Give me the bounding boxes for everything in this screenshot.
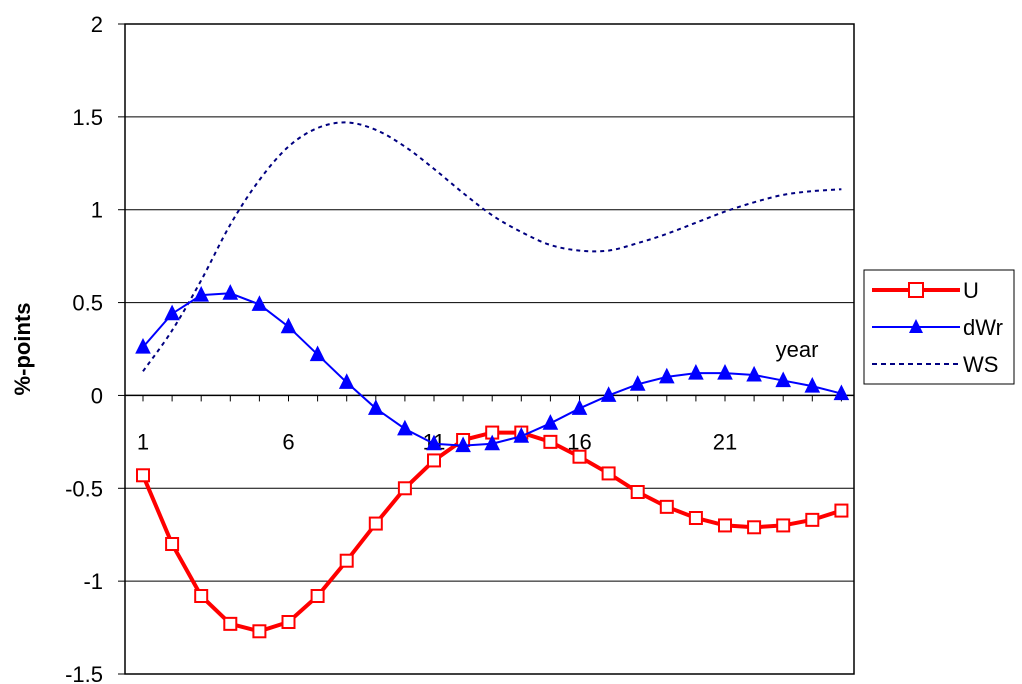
- point-dwr: [338, 373, 355, 389]
- point-u: [776, 518, 791, 533]
- point-u: [165, 537, 180, 551]
- point-dwr: [571, 399, 588, 415]
- point-u: [834, 503, 849, 518]
- point-dwr: [397, 419, 413, 436]
- x-tick-label: 1: [137, 429, 149, 454]
- series-u: [136, 425, 849, 639]
- y-axis-title: %-points: [10, 303, 35, 396]
- point-dwr: [717, 364, 733, 380]
- point-u: [310, 589, 325, 603]
- legend-item-u: U: [872, 278, 979, 303]
- point-u: [747, 520, 762, 535]
- point-dwr: [600, 386, 617, 402]
- point-u: [136, 468, 150, 483]
- point-dwr: [164, 304, 180, 321]
- point-u: [427, 453, 441, 468]
- point-dwr: [484, 434, 501, 451]
- point-u: [659, 499, 674, 514]
- point-u: [601, 466, 616, 481]
- point-dwr: [455, 436, 471, 453]
- point-u: [805, 512, 820, 527]
- point-u: [252, 624, 267, 639]
- point-dwr: [542, 414, 559, 430]
- point-u: [223, 616, 238, 631]
- point-dwr: [280, 317, 297, 334]
- legend-label: WS: [963, 352, 998, 377]
- x-tick-label: 6: [282, 429, 294, 454]
- point-dwr: [513, 427, 530, 443]
- legend-marker: [908, 282, 924, 298]
- point-u: [572, 449, 587, 464]
- point-u: [397, 481, 412, 496]
- legend-item-ws: WS: [872, 352, 998, 377]
- point-dwr: [135, 338, 151, 354]
- point-dwr: [251, 295, 268, 311]
- y-tick-label: 1: [91, 198, 103, 223]
- point-u: [688, 511, 703, 525]
- point-u: [543, 434, 558, 449]
- point-u: [630, 485, 645, 499]
- legend-item-dwr: dWr: [872, 315, 1003, 340]
- plot-area: [124, 23, 855, 675]
- point-dwr: [222, 284, 239, 300]
- series-ws: [142, 121, 842, 372]
- y-tick-label: 2: [91, 12, 103, 37]
- point-u: [718, 518, 732, 533]
- y-tick-label: -1: [83, 569, 103, 594]
- point-u: [339, 553, 354, 568]
- point-dwr: [629, 375, 646, 391]
- legend-label: U: [963, 278, 979, 303]
- y-axis: 2 1.5 1 0.5 0 -0.5 -1 -1.5: [65, 12, 125, 684]
- point-dwr: [309, 345, 326, 362]
- point-u: [281, 615, 296, 629]
- legend-marker: [909, 319, 923, 333]
- point-dwr: [833, 384, 850, 401]
- gridlines: [125, 23, 854, 582]
- y-tick-label: -1.5: [65, 662, 103, 684]
- point-dwr: [688, 364, 704, 380]
- y-tick-label: 1.5: [72, 105, 103, 130]
- point-dwr: [746, 365, 762, 382]
- point-dwr: [775, 371, 792, 388]
- series-dwr: [135, 284, 850, 453]
- series-layer: [135, 121, 850, 639]
- point-u: [194, 589, 209, 603]
- point-dwr: [658, 367, 675, 384]
- legend-label: dWr: [963, 315, 1003, 340]
- x-tick-label: 21: [713, 429, 737, 454]
- point-u: [368, 516, 383, 531]
- point-dwr: [804, 377, 821, 393]
- x-axis-annotation: year: [776, 337, 819, 362]
- point-dwr: [367, 399, 384, 415]
- point-dwr: [426, 434, 442, 451]
- y-tick-label: 0.5: [72, 291, 103, 316]
- point-dwr: [193, 286, 210, 302]
- y-tick-label: 0: [91, 383, 103, 408]
- y-tick-label: -0.5: [65, 476, 103, 501]
- series-line-ws: [142, 121, 842, 372]
